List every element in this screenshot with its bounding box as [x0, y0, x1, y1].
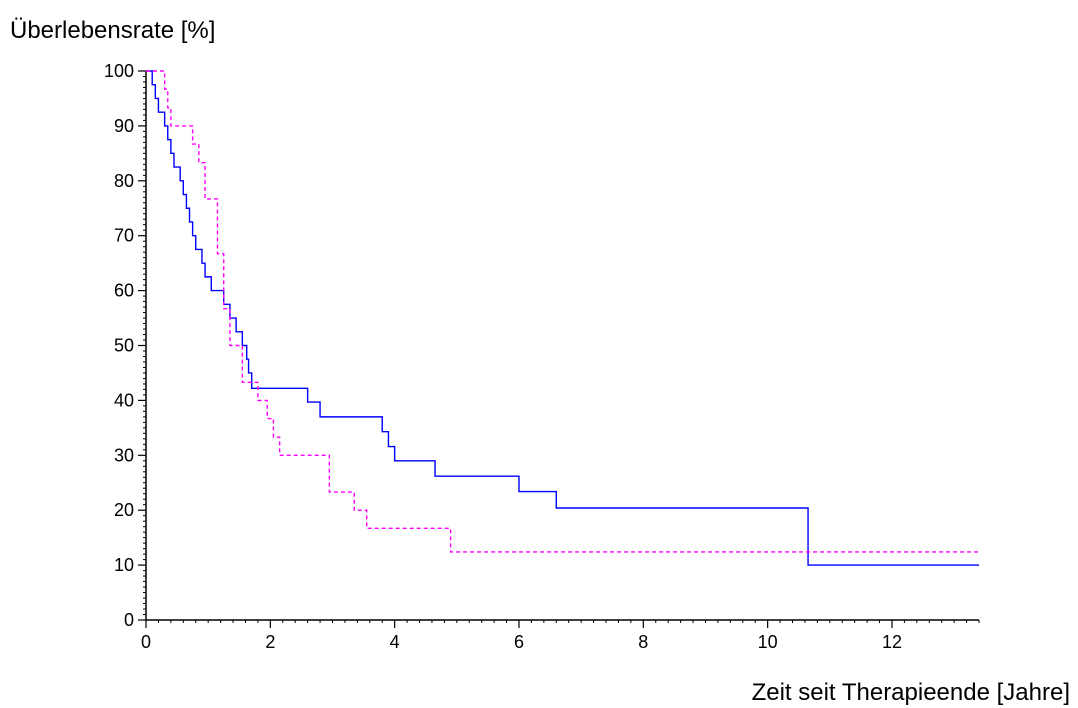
y-tick-label: 80 — [114, 171, 134, 191]
y-tick-label: 50 — [114, 336, 134, 356]
y-tick-label: 40 — [114, 390, 134, 410]
y-tick-label: 70 — [114, 226, 134, 246]
y-tick-label: 30 — [114, 445, 134, 465]
y-tick-label: 20 — [114, 500, 134, 520]
x-axis-title: Zeit seit Therapieende [Jahre] — [752, 679, 1070, 706]
y-tick-label: 90 — [114, 116, 134, 136]
y-tick-label: 10 — [114, 555, 134, 575]
x-tick-label: 10 — [758, 632, 778, 652]
y-axis-title: Überlebensrate [%] — [10, 17, 215, 44]
x-tick-label: 6 — [514, 632, 524, 652]
y-tick-label: 0 — [124, 610, 134, 630]
x-tick-label: 8 — [638, 632, 648, 652]
series-line-2 — [146, 70, 979, 553]
x-tick-label: 2 — [265, 632, 275, 652]
y-tick-label: 60 — [114, 281, 134, 301]
y-tick-label: 100 — [104, 61, 134, 81]
axes: 0 10 20 30 40 50 60 70 80 90 100 0 2 4 6 8 10 12 — [104, 61, 980, 652]
series-layer — [146, 70, 979, 566]
x-tick-label: 0 — [141, 632, 151, 652]
x-tick-label: 4 — [390, 632, 400, 652]
series-line-1 — [146, 70, 979, 566]
x-tick-label: 12 — [882, 632, 902, 652]
